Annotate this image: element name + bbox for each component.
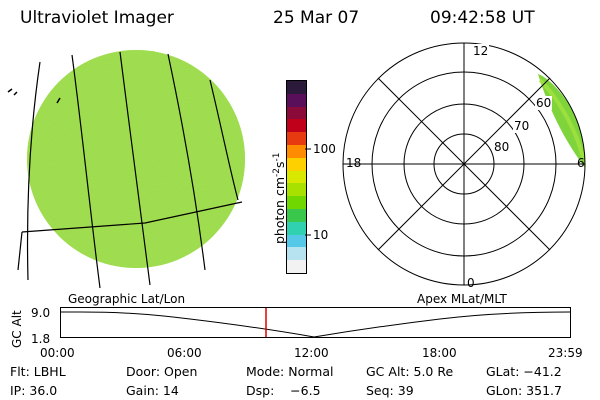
timeline-left-caption: Geographic Lat/Lon <box>68 292 186 306</box>
timeline-xtick-4: 23:59 <box>548 346 583 360</box>
coast-mark-a <box>7 88 18 96</box>
coast-mark-b <box>56 97 61 104</box>
mlt-label-12: 12 <box>472 44 490 58</box>
altitude-curve <box>60 311 571 338</box>
status-filter: Flt: LBHL <box>10 364 66 379</box>
colorbar-segment <box>287 221 306 235</box>
status-gain: Gain: 14 <box>126 383 179 398</box>
mlt-label-0: 0 <box>467 276 475 290</box>
graticule-lines <box>17 51 243 289</box>
colorbar-segment <box>287 170 306 184</box>
colorbar-tick-100: 100 <box>313 142 336 156</box>
lat-label-80: 80 <box>493 140 511 154</box>
status-dsp: Dsp: −6.5 <box>246 383 321 398</box>
colorbar-segment <box>287 247 306 261</box>
colorbar-segment <box>287 81 306 94</box>
colorbar-unit-label: photon cm-2s-1 <box>272 152 288 244</box>
colorbar <box>286 80 307 274</box>
colorbar-segment <box>287 106 306 120</box>
timeline-ylabel: GC Alt <box>10 310 24 348</box>
app-title: Ultraviolet Imager <box>20 8 174 28</box>
timeline-ytick-top: 9.0 <box>31 306 51 320</box>
colorbar-segment <box>287 132 306 145</box>
status-glon: GLon: 351.7 <box>486 383 562 398</box>
status-door: Door: Open <box>126 364 198 379</box>
time-label: 09:42:58 UT <box>430 8 535 28</box>
mlt-label-18: 18 <box>346 156 362 170</box>
timeline-plot[interactable] <box>60 307 572 339</box>
colorbar-segment <box>287 260 306 273</box>
colorbar-segment <box>287 234 306 248</box>
status-ip: IP: 36.0 <box>10 383 58 398</box>
status-seq: Seq: 39 <box>366 383 414 398</box>
lat-label-60: 60 <box>535 96 553 110</box>
polar-diag-2 <box>377 77 551 251</box>
colorbar-tick-10: 10 <box>313 228 329 242</box>
timeline-xtick-2: 12:00 <box>294 346 329 360</box>
status-gc-alt: GC Alt: 5.0 Re <box>366 364 454 379</box>
colorbar-segment <box>287 93 306 107</box>
timeline-xtick-3: 18:00 <box>422 346 457 360</box>
colorbar-tick-mark-10 <box>305 234 311 236</box>
timeline-frame <box>60 307 571 338</box>
timeline-right-caption: Apex MLat/MLT <box>417 292 507 306</box>
uv-image[interactable] <box>0 40 260 300</box>
date-label: 25 Mar 07 <box>273 8 360 28</box>
timeline-xtick-0: 00:00 <box>40 346 75 360</box>
lat-label-70: 70 <box>513 119 531 133</box>
timeline-ytick-bottom: 1.8 <box>31 332 51 346</box>
colorbar-segment <box>287 183 306 197</box>
status-mode: Mode: Normal <box>246 364 334 379</box>
colorbar-tick-mark-100 <box>305 148 311 150</box>
status-glat: GLat: −41.2 <box>486 364 562 379</box>
colorbar-segment <box>287 119 306 133</box>
timeline-xtick-1: 06:00 <box>167 346 202 360</box>
polar-plot[interactable] <box>340 40 600 300</box>
colorbar-segment <box>287 144 306 158</box>
colorbar-segment <box>287 196 306 209</box>
mlt-label-6: 6 <box>577 156 585 170</box>
colorbar-segment <box>287 208 306 222</box>
colorbar-segment <box>287 157 306 171</box>
